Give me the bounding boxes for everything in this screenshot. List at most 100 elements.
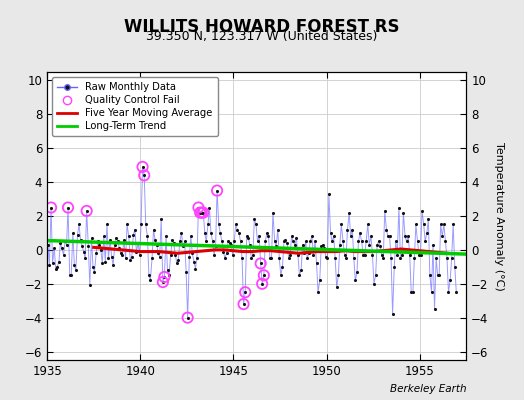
- Point: [357, 238, 366, 245]
- Point: [312, 260, 321, 267]
- Point: [328, 238, 336, 245]
- Point: [424, 216, 432, 222]
- Point: [88, 235, 96, 241]
- Point: [176, 238, 184, 245]
- Point: [418, 208, 426, 214]
- Point: [451, 264, 459, 270]
- Point: [135, 252, 144, 258]
- Point: [311, 238, 319, 245]
- Point: [322, 254, 330, 260]
- Point: [375, 238, 383, 245]
- Point: [413, 238, 422, 245]
- Point: [438, 233, 446, 240]
- Point: [162, 233, 170, 240]
- Point: [80, 248, 88, 255]
- Point: [359, 252, 367, 258]
- Point: [330, 233, 338, 240]
- Point: [77, 236, 85, 243]
- Point: [300, 250, 308, 256]
- Point: [256, 260, 265, 267]
- Point: [401, 233, 409, 240]
- Point: [340, 252, 348, 258]
- Point: [287, 233, 296, 240]
- Point: [75, 221, 83, 228]
- Point: [169, 240, 178, 246]
- Point: [379, 255, 387, 262]
- Point: [348, 226, 356, 233]
- Point: [148, 255, 156, 262]
- Point: [303, 255, 311, 262]
- Point: [132, 248, 140, 255]
- Point: [283, 240, 291, 246]
- Point: [238, 255, 246, 262]
- Point: [402, 238, 411, 245]
- Point: [285, 255, 293, 262]
- Point: [376, 243, 385, 250]
- Point: [171, 252, 180, 258]
- Point: [72, 267, 80, 274]
- Point: [157, 216, 166, 222]
- Point: [345, 210, 353, 216]
- Point: [140, 172, 148, 178]
- Point: [292, 235, 301, 241]
- Point: [67, 272, 75, 278]
- Point: [199, 210, 208, 216]
- Point: [390, 264, 398, 270]
- Point: [252, 221, 260, 228]
- Point: [334, 272, 343, 278]
- Point: [339, 238, 347, 245]
- Point: [269, 210, 277, 216]
- Point: [435, 272, 443, 278]
- Point: [117, 250, 125, 256]
- Point: [298, 242, 307, 248]
- Point: [387, 255, 395, 262]
- Point: [325, 191, 333, 197]
- Point: [123, 221, 132, 228]
- Point: [423, 230, 431, 236]
- Point: [180, 238, 189, 245]
- Point: [64, 204, 72, 211]
- Point: [343, 226, 352, 233]
- Text: WILLITS HOWARD FOREST RS: WILLITS HOWARD FOREST RS: [124, 18, 400, 36]
- Point: [295, 272, 303, 278]
- Point: [407, 289, 416, 296]
- Point: [425, 272, 434, 278]
- Point: [198, 210, 206, 216]
- Point: [138, 164, 147, 170]
- Point: [440, 221, 448, 228]
- Point: [95, 242, 103, 248]
- Point: [190, 258, 198, 265]
- Point: [141, 221, 150, 228]
- Point: [350, 255, 358, 262]
- Point: [304, 250, 313, 256]
- Point: [280, 238, 288, 245]
- Point: [239, 301, 248, 307]
- Point: [314, 289, 322, 296]
- Point: [62, 242, 71, 248]
- Point: [308, 233, 316, 240]
- Point: [159, 279, 167, 285]
- Point: [247, 255, 256, 262]
- Point: [182, 269, 190, 275]
- Point: [227, 242, 235, 248]
- Point: [204, 221, 212, 228]
- Point: [410, 255, 419, 262]
- Text: 39.350 N, 123.317 W (United States): 39.350 N, 123.317 W (United States): [146, 30, 378, 43]
- Point: [406, 252, 414, 258]
- Point: [100, 233, 108, 240]
- Point: [207, 230, 215, 236]
- Point: [372, 272, 380, 278]
- Point: [353, 269, 361, 275]
- Point: [194, 204, 203, 211]
- Point: [185, 254, 193, 260]
- Point: [429, 242, 437, 248]
- Point: [275, 255, 283, 262]
- Point: [154, 250, 162, 256]
- Point: [260, 272, 268, 278]
- Y-axis label: Temperature Anomaly (°C): Temperature Anomaly (°C): [494, 142, 504, 290]
- Point: [160, 274, 169, 280]
- Point: [398, 252, 406, 258]
- Point: [127, 254, 136, 260]
- Point: [235, 230, 243, 236]
- Point: [114, 238, 122, 245]
